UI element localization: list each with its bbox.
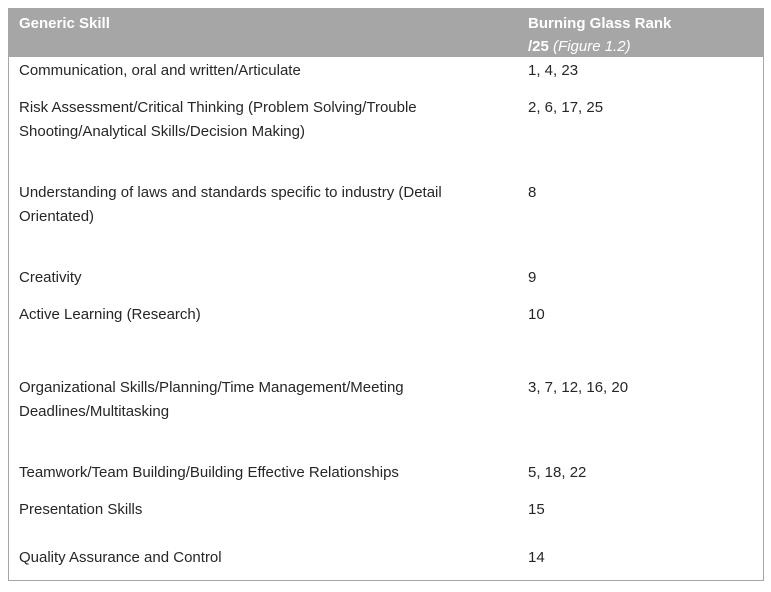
table-header: Generic Skill Burning Glass Rank /25 (Fi… <box>9 9 763 57</box>
skill-cell: Active Learning (Research) <box>19 306 201 323</box>
rank-cell: 14 <box>528 549 545 566</box>
skill-cell: Presentation Skills <box>19 501 143 518</box>
header-rank-line2: /25 (Figure 1.2) <box>528 35 671 58</box>
header-generic-skill: Generic Skill <box>19 15 110 32</box>
rank-cell: 2, 6, 17, 25 <box>528 99 604 116</box>
header-rank-denominator: /25 <box>528 38 549 55</box>
rank-cell: 8 <box>528 184 537 201</box>
skill-cell: Communication, oral and written/Articula… <box>19 62 301 79</box>
rank-cell: 5, 18, 22 <box>528 464 587 481</box>
header-rank-line1: Burning Glass Rank <box>528 15 672 32</box>
rank-cell: 9 <box>528 269 537 286</box>
skills-table: Generic Skill Burning Glass Rank /25 (Fi… <box>8 8 764 581</box>
rank-cell: 15 <box>528 501 545 518</box>
skill-cell: Creativity <box>19 269 82 286</box>
rank-cell: 10 <box>528 306 545 323</box>
header-rank-figure-ref: (Figure 1.2) <box>553 38 631 55</box>
skill-cell: Organizational Skills/Planning/Time Mana… <box>19 379 404 420</box>
skill-cell: Understanding of laws and standards spec… <box>19 184 442 225</box>
skill-cell: Teamwork/Team Building/Building Effectiv… <box>19 464 399 481</box>
header-burning-glass-rank: Burning Glass Rank /25 (Figure 1.2) <box>528 12 671 58</box>
skill-cell: Risk Assessment/Critical Thinking (Probl… <box>19 99 417 140</box>
rank-cell: 3, 7, 12, 16, 20 <box>528 379 629 396</box>
skill-cell: Quality Assurance and Control <box>19 549 222 566</box>
rank-cell: 1, 4, 23 <box>528 62 579 79</box>
